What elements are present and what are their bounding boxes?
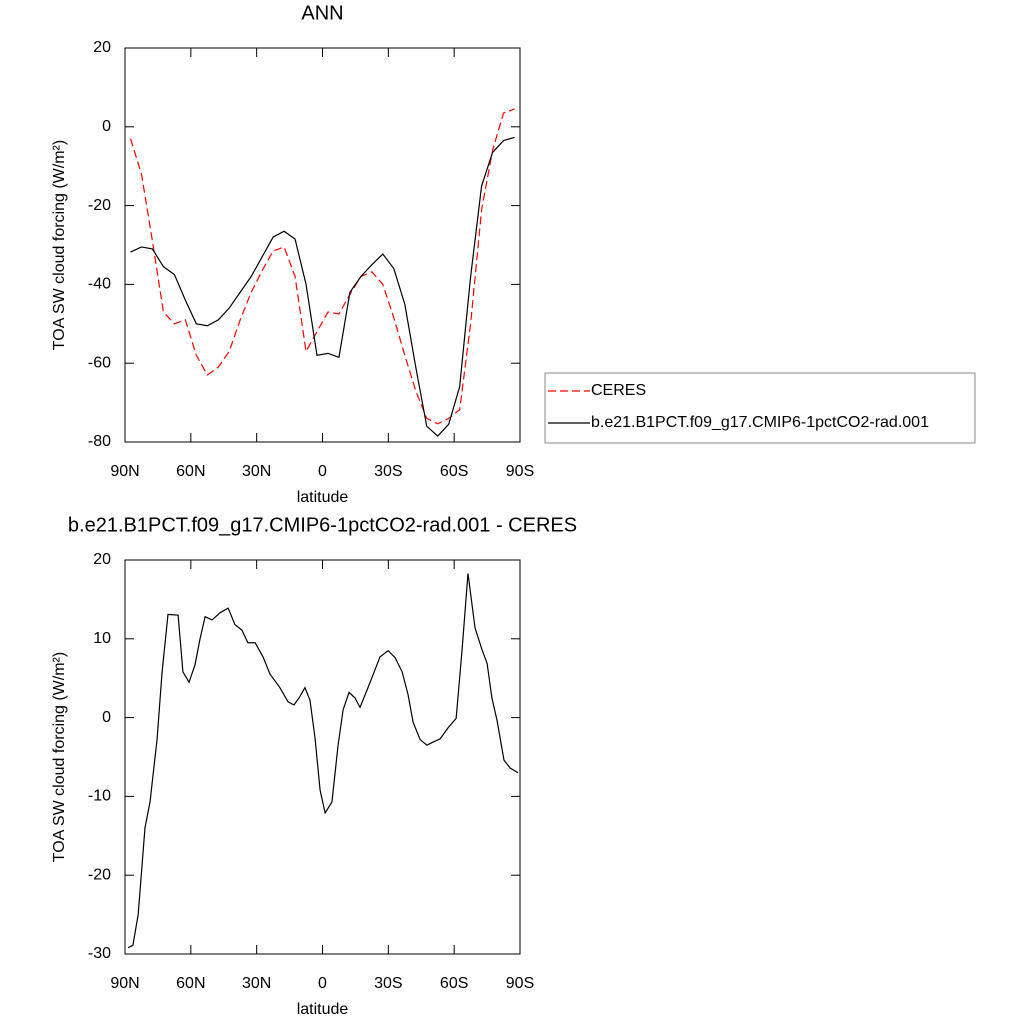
y-tick-label: -80 (88, 433, 111, 450)
x-tick-label: 30N (242, 463, 271, 480)
y-tick-label: -10 (88, 788, 111, 805)
plot-frame (124, 559, 521, 955)
data-line (130, 136, 515, 437)
y-tick-label: 10 (93, 630, 111, 647)
y-tick-label: 0 (102, 118, 111, 135)
x-tick-label: 90S (506, 463, 534, 480)
x-tick-label: 30S (374, 975, 402, 992)
y-tick-label: 20 (93, 551, 111, 568)
x-tick-label: 90S (506, 975, 534, 992)
x-axis-label: latitude (297, 1001, 349, 1018)
chart-title: b.e21.B1PCT.f09_g17.CMIP6-1pctCO2-rad.00… (68, 514, 577, 536)
y-axis-label: TOA SW cloud forcing (W/m²) (51, 140, 68, 350)
x-tick-label: 30S (374, 463, 402, 480)
plot-frame (124, 47, 521, 443)
y-tick-label: -40 (88, 276, 111, 293)
y-tick-label: -60 (88, 354, 111, 371)
x-axis-label: latitude (297, 489, 349, 506)
legend-label: CERES (591, 382, 646, 399)
x-tick-label: 60S (440, 463, 468, 480)
data-line (129, 108, 515, 425)
x-tick-label: 30N (242, 975, 271, 992)
legend-box (544, 372, 976, 444)
x-tick-label: 60S (440, 975, 468, 992)
legend-label: b.e21.B1PCT.f09_g17.CMIP6-1pctCO2-rad.00… (591, 414, 929, 431)
data-line (127, 573, 519, 949)
x-tick-label: 90N (110, 975, 139, 992)
y-tick-label: -20 (88, 197, 111, 214)
y-axis-label: TOA SW cloud forcing (W/m²) (51, 652, 68, 862)
x-tick-label: 60N (176, 463, 205, 480)
y-tick-label: 20 (93, 39, 111, 56)
x-tick-label: 60N (176, 975, 205, 992)
y-tick-label: -30 (88, 945, 111, 962)
chart-title: ANN (301, 2, 343, 24)
y-tick-label: -20 (88, 866, 111, 883)
x-tick-label: 0 (318, 463, 327, 480)
x-tick-label: 0 (318, 975, 327, 992)
y-tick-label: 0 (102, 709, 111, 726)
x-tick-label: 90N (110, 463, 139, 480)
